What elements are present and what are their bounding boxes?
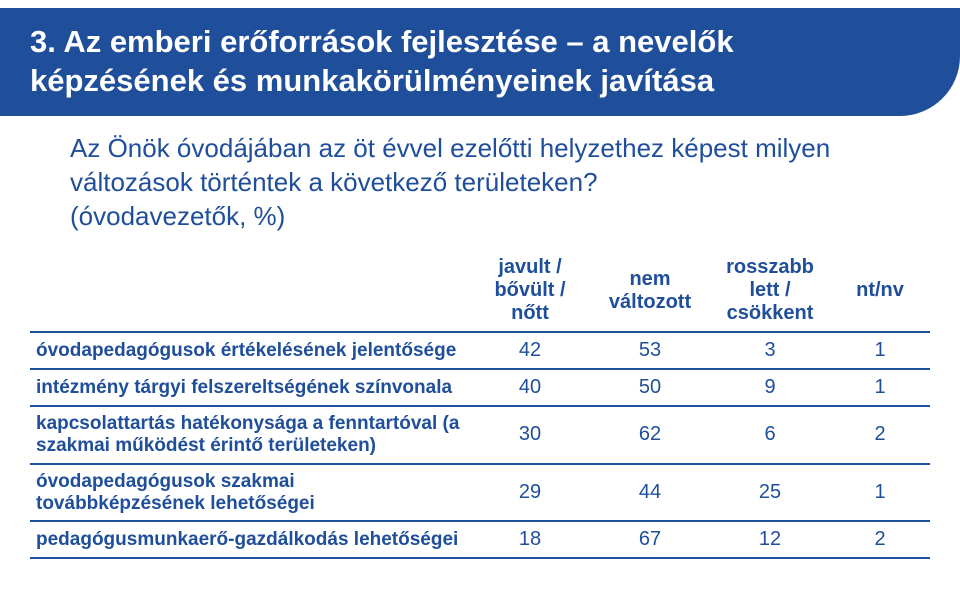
cell: 1	[830, 369, 930, 406]
cell: 2	[830, 521, 930, 558]
cell: 40	[470, 369, 590, 406]
row-label: óvodapedagógusok értékelésének jelentősé…	[30, 332, 470, 369]
table-row: óvodapedagógusok értékelésének jelentősé…	[30, 332, 930, 369]
row-label: pedagógusmunkaerő-gazdálkodás lehetősége…	[30, 521, 470, 558]
cell: 18	[470, 521, 590, 558]
subtitle-line-2: változások történtek a következő terület…	[70, 167, 598, 197]
cell: 25	[710, 464, 830, 522]
cell: 30	[470, 406, 590, 464]
table-row: intézmény tárgyi felszereltségének színv…	[30, 369, 930, 406]
col-header-worse: rosszabb lett / csökkent	[710, 250, 830, 332]
slide: 3. Az emberi erőforrások fejlesztése – a…	[0, 0, 960, 605]
subtitle: Az Önök óvodájában az öt évvel ezelőtti …	[70, 132, 890, 233]
cell: 2	[830, 406, 930, 464]
table-row: pedagógusmunkaerő-gazdálkodás lehetősége…	[30, 521, 930, 558]
title-line-2: képzésének és munkakörülményeinek javítá…	[30, 63, 714, 98]
header-band: 3. Az emberi erőforrások fejlesztése – a…	[0, 8, 960, 116]
cell: 6	[710, 406, 830, 464]
cell: 62	[590, 406, 710, 464]
cell: 29	[470, 464, 590, 522]
row-label: óvodapedagógusok szakmai továbbképzéséne…	[30, 464, 470, 522]
cell: 1	[830, 332, 930, 369]
subtitle-line-1: Az Önök óvodájában az öt évvel ezelőtti …	[70, 133, 830, 163]
cell: 67	[590, 521, 710, 558]
col-header-unchanged: nem változott	[590, 250, 710, 332]
row-label: kapcsolattartás hatékonysága a fenntartó…	[30, 406, 470, 464]
table-row: kapcsolattartás hatékonysága a fenntartó…	[30, 406, 930, 464]
col-header-improved: javult / bővült / nőtt	[470, 250, 590, 332]
cell: 9	[710, 369, 830, 406]
table-row: óvodapedagógusok szakmai továbbképzéséne…	[30, 464, 930, 522]
cell: 1	[830, 464, 930, 522]
subtitle-line-3: (óvodavezetők, %)	[70, 201, 285, 231]
col-header-empty	[30, 250, 470, 332]
title-line-1: 3. Az emberi erőforrások fejlesztése – a…	[30, 24, 734, 59]
data-table-container: javult / bővült / nőtt nem változott ros…	[30, 250, 930, 559]
cell: 53	[590, 332, 710, 369]
col-header-ntnv: nt/nv	[830, 250, 930, 332]
cell: 3	[710, 332, 830, 369]
data-table: javult / bővült / nőtt nem változott ros…	[30, 250, 930, 559]
row-label: intézmény tárgyi felszereltségének színv…	[30, 369, 470, 406]
table-header-row: javult / bővült / nőtt nem változott ros…	[30, 250, 930, 332]
cell: 12	[710, 521, 830, 558]
cell: 44	[590, 464, 710, 522]
cell: 42	[470, 332, 590, 369]
slide-title: 3. Az emberi erőforrások fejlesztése – a…	[30, 23, 734, 101]
cell: 50	[590, 369, 710, 406]
